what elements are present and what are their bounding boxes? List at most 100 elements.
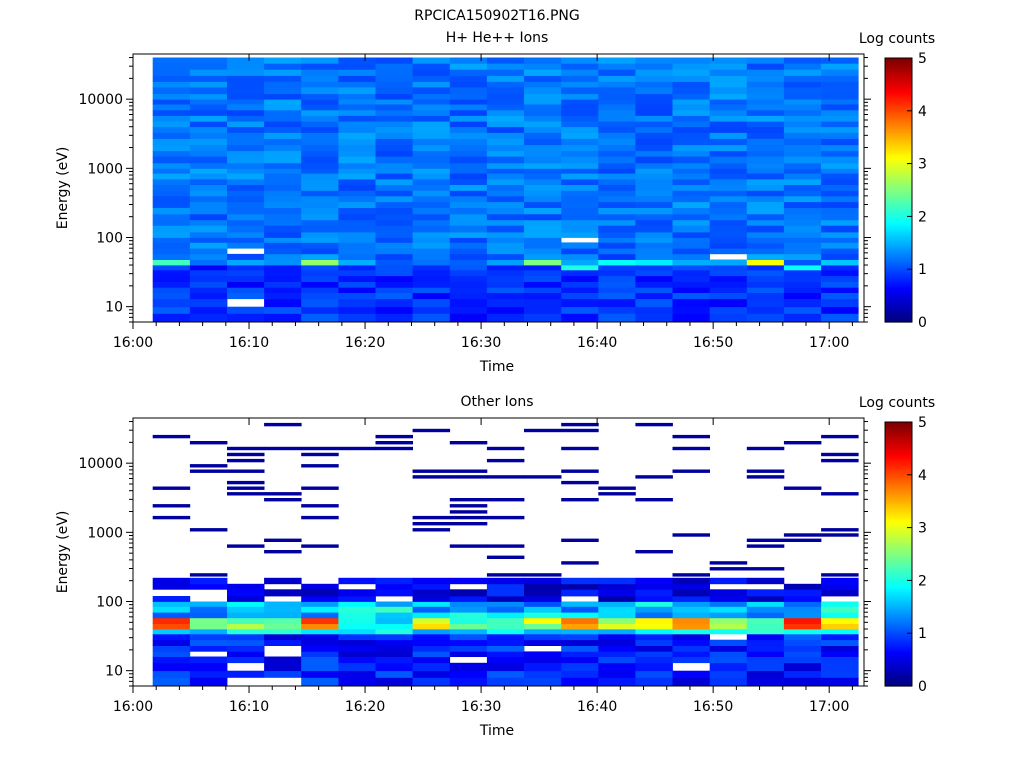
heatmap-cell: [524, 156, 562, 164]
heatmap-cell: [709, 601, 748, 607]
y-tick-label: 100: [96, 594, 123, 610]
heatmap-cell: [338, 201, 376, 208]
heatmap-cell: [189, 265, 228, 271]
heatmap-cell: [189, 121, 228, 128]
heatmap-cell: [524, 168, 562, 174]
heatmap-cell: [672, 156, 710, 164]
heatmap-cell: [486, 670, 525, 678]
heatmap-cell: [152, 275, 191, 282]
heatmap-cell: [338, 219, 376, 226]
colorbar-segment: [885, 295, 912, 299]
heatmap-cell: [152, 156, 191, 164]
heatmap-cell: [264, 639, 302, 646]
heatmap-cell: [338, 677, 376, 687]
heatmap-cell: [561, 179, 599, 185]
heatmap-cell: [301, 81, 339, 88]
heatmap-cell: [561, 75, 599, 82]
heatmap-cell: [152, 121, 191, 128]
colorbar-segment: [885, 681, 912, 685]
heatmap-cell: [449, 201, 488, 208]
heatmap-cell: [412, 515, 451, 520]
heatmap-cell: [227, 480, 265, 485]
heatmap-cell: [672, 589, 710, 597]
heatmap-cell: [821, 99, 859, 105]
heatmap-cell: [412, 93, 451, 100]
heatmap-cell: [821, 126, 859, 133]
heatmap-cell: [635, 596, 673, 602]
heatmap-cell: [746, 248, 785, 255]
heatmap-cell: [301, 265, 339, 271]
heatmap-cell: [412, 132, 451, 139]
heatmap-cell: [821, 190, 859, 197]
heatmap-cell: [561, 132, 599, 139]
heatmap-cell: [449, 498, 488, 502]
heatmap-cell: [821, 606, 859, 613]
heatmap-cell: [412, 292, 451, 300]
heatmap-cell: [561, 81, 599, 88]
colorbar-segment: [885, 646, 912, 650]
heatmap-cell: [486, 515, 525, 520]
heatmap-cell: [152, 486, 191, 490]
heatmap-cell: [227, 645, 265, 652]
heatmap-cell: [301, 583, 339, 590]
heatmap-cell: [338, 612, 376, 619]
heatmap-cell: [338, 144, 376, 152]
heatmap-cell: [672, 651, 710, 657]
heatmap-cell: [412, 144, 451, 152]
heatmap-cell: [524, 617, 562, 624]
heatmap-cell: [301, 306, 339, 314]
heatmap-cell: [338, 281, 376, 288]
colorbar-segment: [885, 444, 912, 447]
heatmap-cell: [635, 259, 673, 266]
colorbar-segment: [885, 218, 912, 222]
heatmap-cell: [672, 219, 710, 226]
heatmap-cell: [783, 104, 822, 111]
heatmap-cell: [821, 201, 859, 208]
heatmap-cell: [301, 144, 339, 152]
colorbar-segment: [885, 595, 912, 599]
heatmap-cell: [598, 677, 636, 687]
heatmap-cell: [375, 623, 413, 630]
heatmap-cell: [375, 287, 413, 293]
panel-other-ions: Other Ions 16:00 16:10 16:20 16:30 16:40 16:5…: [55, 394, 935, 739]
heatmap-cell: [672, 213, 710, 221]
heatmap-cell: [783, 306, 822, 314]
colorbar-segment: [885, 617, 912, 621]
heatmap-cell: [524, 57, 562, 64]
x-tick-label: 16:30: [461, 699, 501, 715]
heatmap-cell: [746, 237, 785, 243]
heatmap-cell: [783, 138, 822, 146]
colorbar-segment: [885, 578, 912, 581]
heatmap-cell: [524, 265, 562, 271]
colorbar-segment: [885, 60, 912, 63]
heatmap-cell: [598, 492, 636, 496]
heatmap-cell: [783, 596, 822, 602]
heatmap-cell: [338, 265, 376, 271]
heatmap-cell: [598, 190, 636, 197]
colorbar-segment: [885, 311, 912, 314]
heatmap-cell: [672, 275, 710, 282]
heatmap-cell: [227, 232, 265, 238]
colorbar-segment: [885, 512, 912, 515]
heatmap-cell: [821, 662, 859, 672]
heatmap-cell: [561, 275, 599, 282]
colorbar-tick-label: 0: [918, 679, 927, 695]
heatmap-cell: [672, 287, 710, 293]
colorbar-segment: [885, 236, 912, 239]
heatmap-cell: [561, 138, 599, 146]
heatmap-cell: [486, 232, 525, 238]
heatmap-cell: [486, 87, 525, 95]
heatmap-cell: [709, 259, 748, 266]
heatmap-cell: [152, 583, 191, 590]
heatmap-cell: [746, 138, 785, 146]
heatmap-cell: [783, 225, 822, 233]
colorbar-segment: [885, 69, 912, 72]
heatmap-cell: [264, 195, 302, 203]
heatmap-cell: [449, 670, 488, 678]
heatmap-cell: [709, 207, 748, 215]
heatmap-cell: [709, 287, 748, 293]
heatmap-cell: [709, 577, 748, 585]
heatmap-cell: [152, 201, 191, 208]
heatmap-cell: [746, 306, 785, 314]
